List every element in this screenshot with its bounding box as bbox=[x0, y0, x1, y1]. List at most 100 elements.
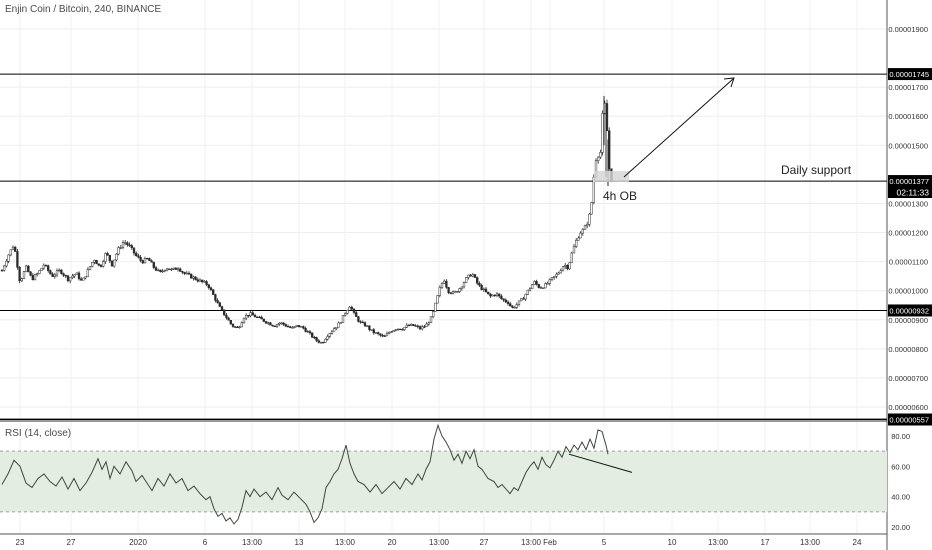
candle-body bbox=[18, 267, 21, 282]
candle-body bbox=[405, 324, 408, 328]
candle-body bbox=[500, 295, 503, 300]
candle-body bbox=[379, 333, 382, 336]
candle-body bbox=[344, 313, 347, 316]
candle-body bbox=[311, 332, 314, 338]
candle-body bbox=[60, 269, 63, 274]
candle-body bbox=[333, 328, 336, 332]
candle-body bbox=[498, 293, 501, 297]
candle-body bbox=[322, 342, 325, 344]
candle-body bbox=[207, 284, 210, 289]
candle-body bbox=[251, 312, 254, 316]
candle-body bbox=[14, 246, 17, 252]
candle-body bbox=[504, 299, 507, 303]
candle-body bbox=[216, 300, 219, 303]
candle-body bbox=[473, 274, 477, 278]
candle-body bbox=[526, 289, 529, 295]
candle-body bbox=[82, 277, 85, 281]
candle-body bbox=[280, 322, 283, 324]
candle-body bbox=[346, 310, 349, 314]
candle-body bbox=[482, 288, 485, 291]
level-label: 0.00000932 bbox=[889, 306, 929, 315]
candle-body bbox=[478, 283, 481, 286]
candle-body bbox=[566, 265, 569, 270]
candle-body bbox=[392, 330, 395, 333]
candle-body bbox=[528, 288, 532, 291]
candle-body bbox=[161, 270, 164, 273]
candle-body bbox=[337, 322, 340, 328]
candle-body bbox=[511, 305, 514, 308]
candle-body bbox=[399, 328, 402, 331]
projection-arrow-line[interactable] bbox=[623, 78, 734, 178]
candle-body bbox=[157, 269, 160, 272]
candle-body bbox=[575, 240, 578, 247]
candle-body bbox=[99, 264, 103, 267]
candle-body bbox=[476, 277, 479, 284]
candle-body bbox=[256, 316, 259, 319]
candle-body bbox=[513, 307, 516, 309]
candle-body bbox=[328, 333, 331, 337]
time-tick-label: 10 bbox=[668, 538, 677, 547]
candle-body bbox=[372, 329, 375, 334]
order-block-box[interactable] bbox=[594, 171, 629, 182]
candle-body bbox=[163, 269, 166, 272]
candle-body bbox=[421, 326, 424, 330]
candle-body bbox=[520, 298, 523, 302]
time-tick-label: 24 bbox=[853, 538, 862, 547]
candle-body bbox=[451, 291, 455, 294]
candle-body bbox=[359, 321, 362, 323]
candle-body bbox=[172, 267, 175, 270]
candle-body bbox=[203, 281, 206, 283]
candle-body bbox=[429, 316, 433, 324]
rsi-divergence-trendline[interactable] bbox=[568, 453, 633, 473]
candle-body bbox=[42, 264, 45, 269]
candle-body bbox=[55, 270, 59, 276]
candle-body bbox=[480, 285, 483, 291]
candle-body bbox=[126, 242, 129, 246]
candle-body bbox=[524, 294, 527, 300]
candle-body bbox=[471, 274, 474, 277]
candle-body bbox=[568, 262, 571, 270]
candle-body bbox=[258, 316, 261, 319]
candle-body bbox=[27, 265, 30, 273]
candle-body bbox=[170, 268, 173, 271]
rsi-indicator-label[interactable]: RSI (14, close) bbox=[5, 428, 72, 439]
candle-body bbox=[495, 293, 499, 296]
candle-body bbox=[154, 267, 158, 271]
projection-arrow-head bbox=[723, 77, 735, 88]
level-label-box bbox=[888, 175, 932, 188]
candle-body bbox=[462, 282, 466, 288]
candle-body bbox=[469, 274, 472, 277]
candle-body bbox=[218, 302, 221, 307]
candle-body bbox=[597, 156, 600, 161]
candle-body bbox=[533, 281, 536, 285]
candle-body bbox=[88, 266, 92, 270]
candle-body bbox=[150, 260, 153, 263]
candle-body bbox=[390, 331, 393, 333]
time-tick-label: 13:00 bbox=[429, 538, 450, 547]
price-tick-label: 0.00000700 bbox=[888, 374, 928, 383]
candle-body bbox=[555, 273, 558, 277]
candle-body bbox=[249, 312, 252, 317]
candle-body bbox=[187, 272, 191, 275]
level-label-box bbox=[888, 413, 932, 426]
time-tick-label: 13:00 bbox=[242, 538, 263, 547]
candle-body bbox=[113, 259, 116, 267]
candle-body bbox=[176, 268, 180, 270]
candle-body bbox=[572, 246, 576, 254]
candle-body bbox=[209, 287, 213, 291]
candle-body bbox=[335, 327, 338, 329]
candle-body bbox=[427, 322, 430, 325]
candle-body bbox=[291, 327, 294, 329]
candle-body bbox=[557, 272, 560, 275]
candle-body bbox=[0, 270, 4, 272]
candle-body bbox=[423, 326, 426, 328]
level-label-box bbox=[888, 68, 932, 81]
candle-body bbox=[192, 276, 195, 279]
candle-body bbox=[102, 261, 105, 267]
candle-body bbox=[205, 281, 208, 286]
candle-body bbox=[29, 271, 32, 276]
candle-body bbox=[315, 337, 318, 341]
candle-body bbox=[44, 264, 48, 267]
candle-body bbox=[119, 247, 122, 249]
